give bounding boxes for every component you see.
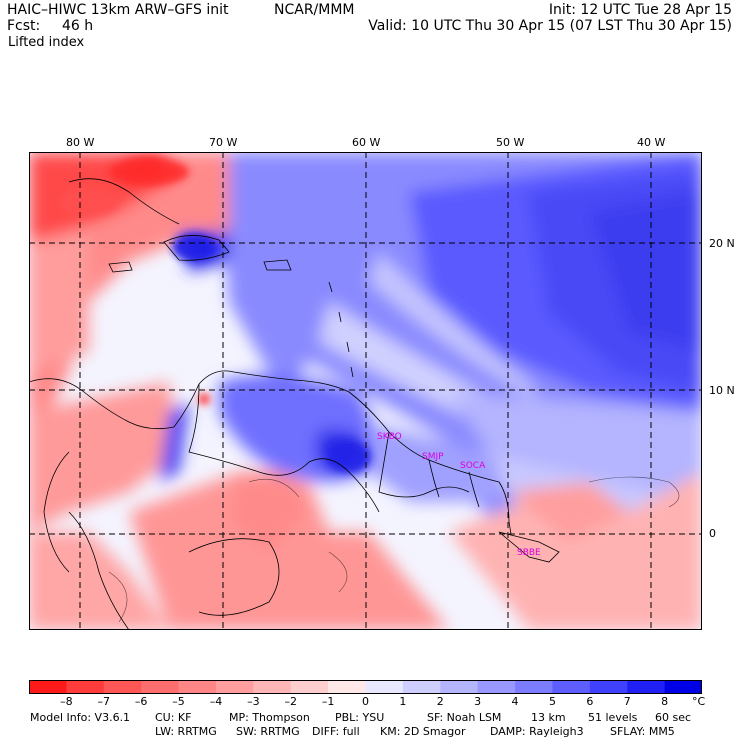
lat-label-equator: 0 [709,527,716,540]
lon-label-80w: 80 W [66,136,95,149]
colorbar-tick-label: 5 [548,695,556,708]
footer-sw: SW: RRTMG [236,725,300,738]
lon-label-60w: 60 W [352,136,381,149]
colorbar-swatch [440,680,479,694]
colorbar-tick-label: –6 [134,695,148,708]
footer-sflay: SFLAY: MM5 [610,725,675,738]
lon-label-40w: 40 W [637,136,666,149]
init-time: Init: 12 UTC Tue 28 Apr 15 [548,2,732,18]
colorbar-swatch [103,680,142,694]
footer-timestep: 60 sec [655,711,692,724]
colorbar-swatch [29,680,67,694]
colorbar-swatch [477,680,516,694]
lon-label-50w: 50 W [496,136,525,149]
forecast-hour: 46 h [62,18,94,34]
footer-lw: LW: RRTMG [155,725,217,738]
station-sbbe: SBBE [517,548,541,558]
forecast-label: Fcst: [7,18,41,34]
colorbar-swatch [552,680,591,694]
colorbar-swatch [141,680,180,694]
colorbar-swatch [515,680,553,694]
field-details [59,158,371,473]
colorbar-swatch [664,680,702,694]
station-soca: SOCA [460,461,486,471]
colorbar-border [29,680,702,694]
colorbar-swatch [328,680,366,694]
colorbar-tick-label: 0 [362,695,369,708]
colorbar-tick-label: –3 [247,695,260,708]
colorbar-swatch [589,680,628,694]
colorbar-swatch [402,680,441,694]
footer-sf: SF: Noah LSM [427,711,502,724]
colorbar-tick-label: 8 [661,695,669,708]
footer-levels: 51 levels [588,711,638,724]
colorbar-tick-label: 4 [511,695,519,708]
lon-label-70w: 70 W [209,136,238,149]
lat-label-20n: 20 N [709,237,735,250]
colorbar-tick-label: –8 [60,695,73,708]
station-smjp: SMJP [422,452,444,462]
colorbar-tick-label: 7 [623,695,631,708]
station-skbo: SKBO [377,432,402,442]
footer-resolution: 13 km [531,711,566,724]
colorbar-unit: °C [692,695,706,708]
field-name: Lifted index [8,35,85,50]
colorbar-swatch [627,680,666,694]
colorbar-tick-label: –1 [321,695,335,708]
footer-diff: DIFF: full [312,725,360,738]
colorbar [29,680,702,694]
valid-time: Valid: 10 UTC Thu 30 Apr 15 (07 LST Thu … [368,18,732,34]
footer-cu: CU: KF [155,711,192,724]
colorbar-swatch [365,680,404,694]
colorbar-tick-label: –5 [172,695,185,708]
lat-label-10n: 10 N [709,384,735,397]
map-border [29,152,702,630]
colorbar-tick-label: –7 [97,695,111,708]
colorbar-tick-label: 3 [474,695,482,708]
colorbar-tick-label: –2 [284,695,297,708]
contour-lines [108,476,680,623]
colorbar-tick-label: 1 [399,695,407,708]
footer-mp: MP: Thompson [229,711,310,724]
colorbar-swatch [215,680,254,694]
colorbar-swatch [290,680,329,694]
footer-model-info: Model Info: V3.6.1 [30,711,131,724]
colorbar-tick-label: –4 [209,695,223,708]
colorbar-swatch [178,680,217,694]
lat-lon-grid [29,152,702,630]
colorbar-swatch [253,680,292,694]
colorbar-tick-label: 2 [436,695,444,708]
footer-km: KM: 2D Smagor [380,725,466,738]
colorbar-tick-label: 6 [586,695,594,708]
lifted-index-map [29,152,702,630]
org-label: NCAR/MMM [274,2,355,18]
footer-damp: DAMP: Rayleigh3 [490,725,584,738]
coastlines [29,178,560,630]
model-title: HAIC–HIWC 13km ARW–GFS init [7,2,229,18]
footer-pbl: PBL: YSU [335,711,385,724]
colorbar-swatch [66,680,105,694]
